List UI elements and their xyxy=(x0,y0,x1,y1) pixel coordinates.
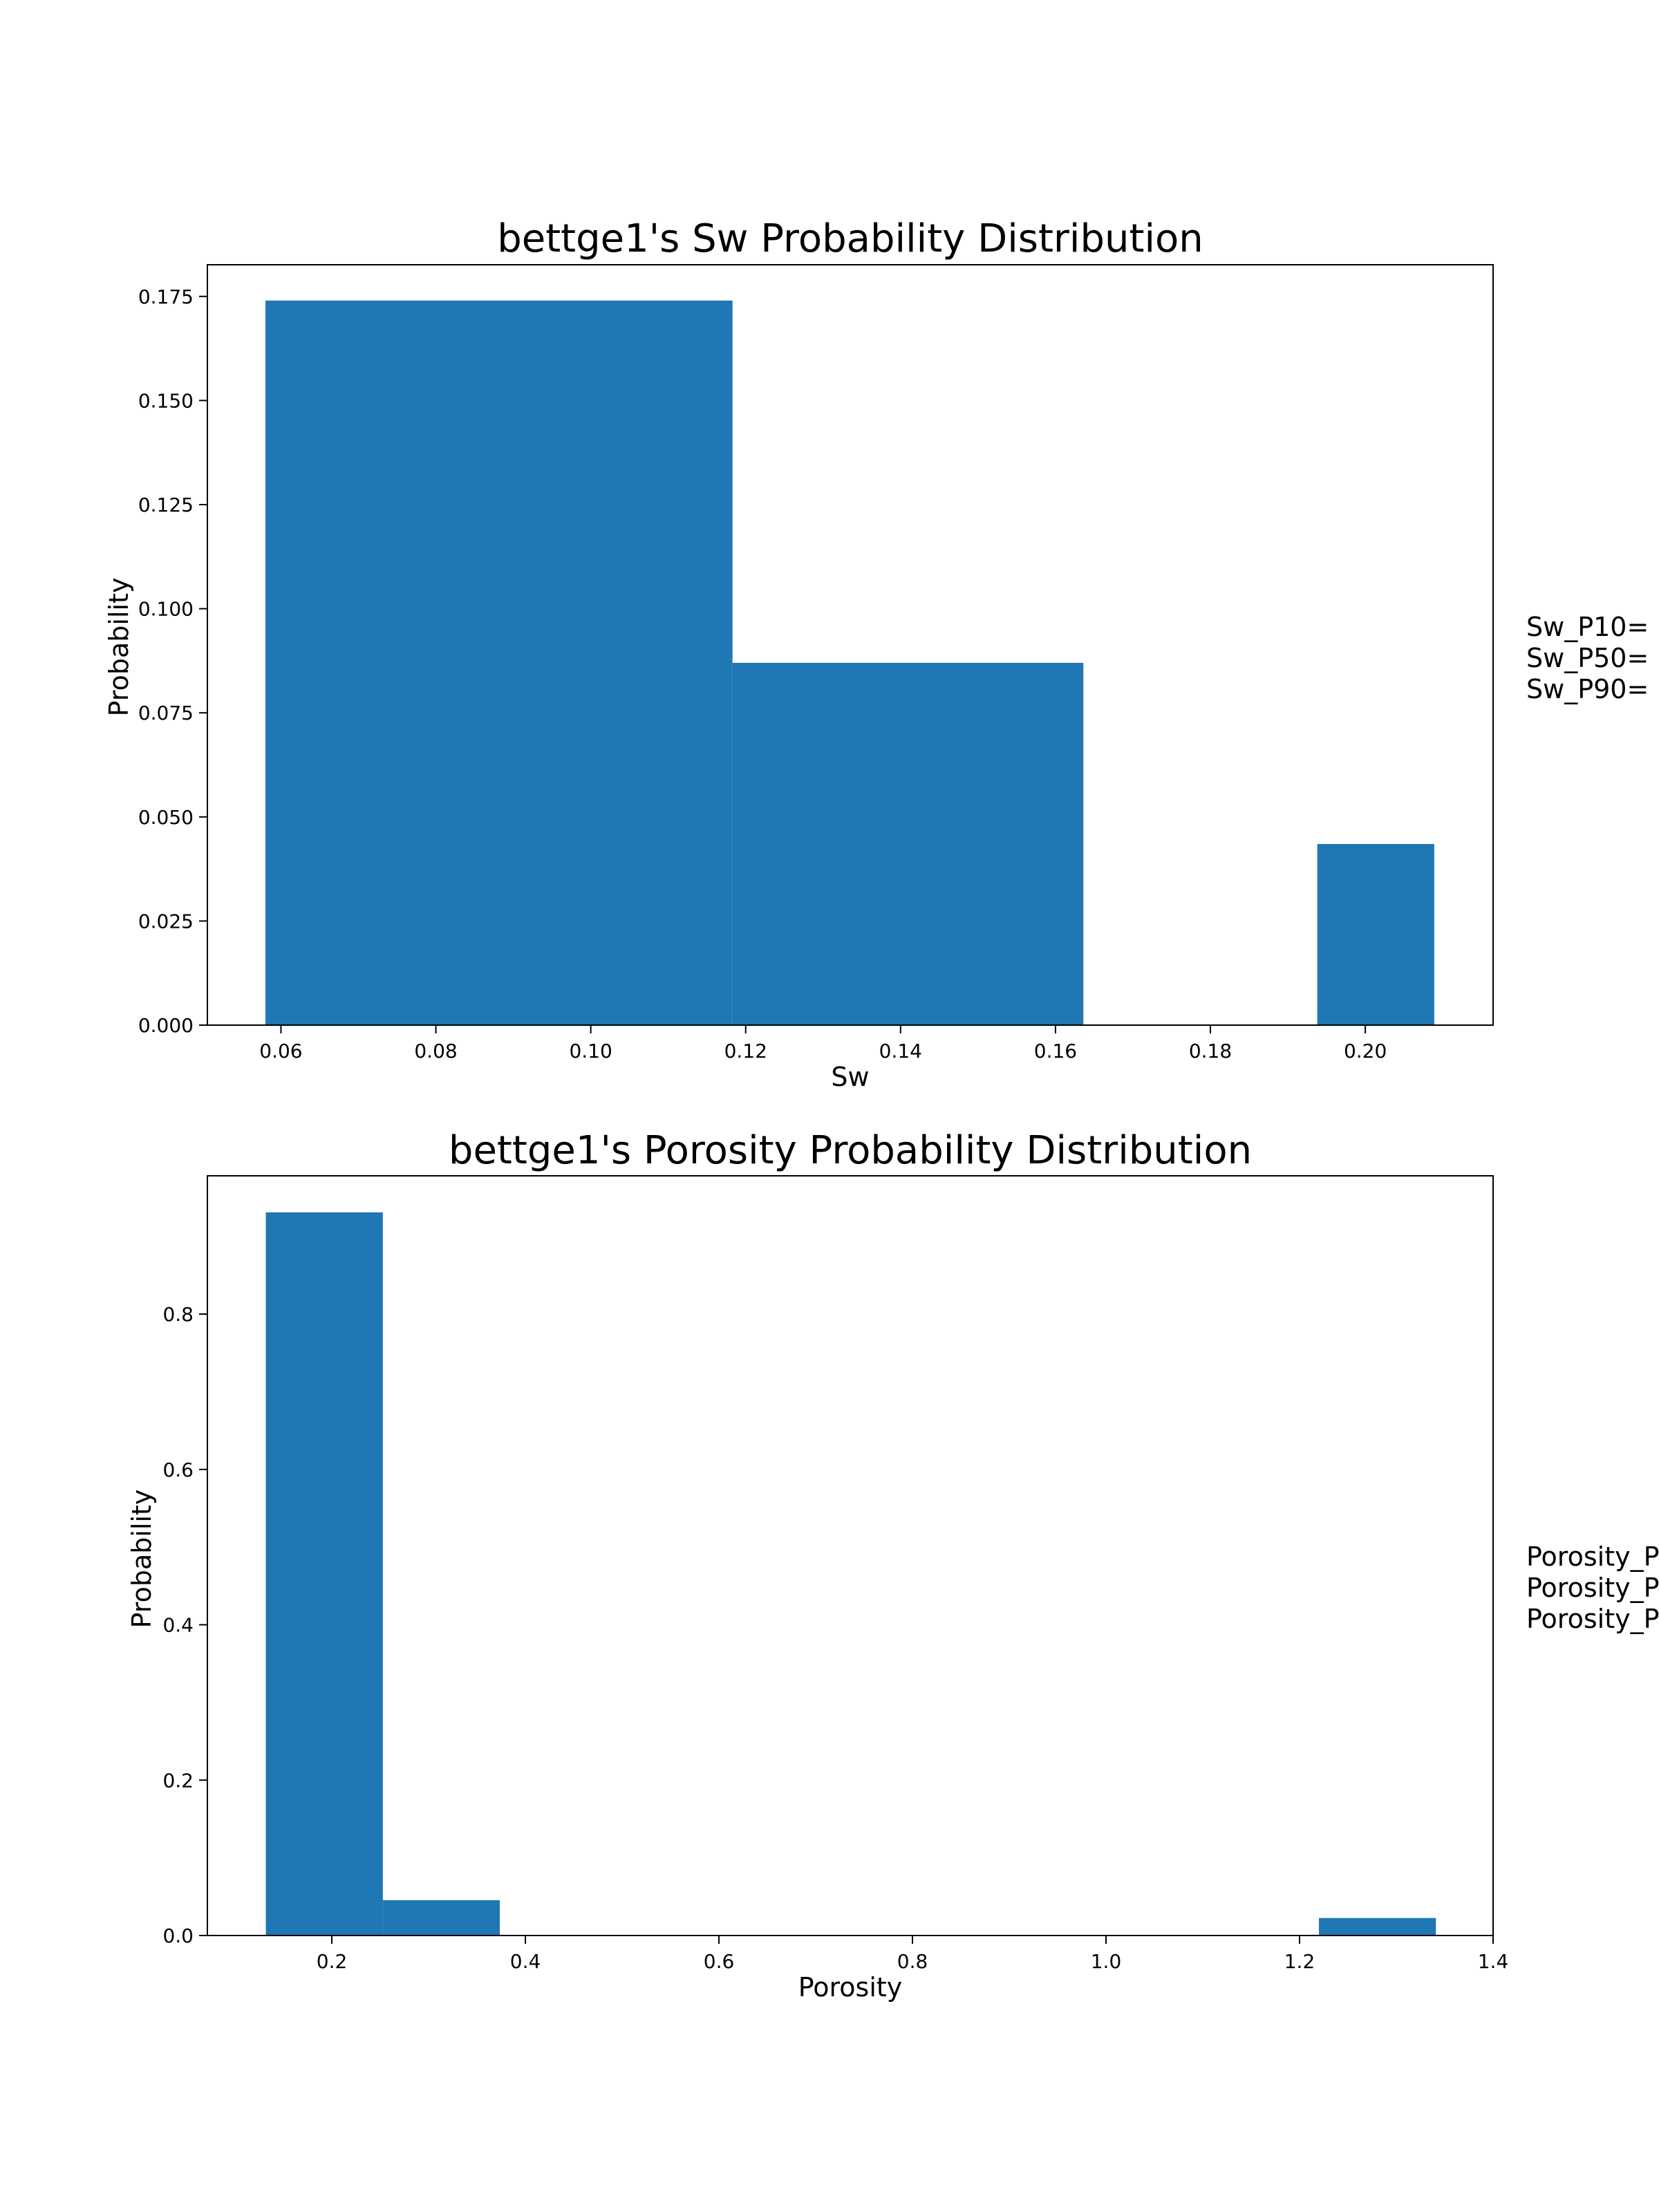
sw-bar-0 xyxy=(265,300,733,1025)
porosity-x-tick-label: 0.2 xyxy=(317,1950,348,1973)
sw-y-tick-label: 0.075 xyxy=(138,702,194,724)
porosity-p10-label: Porosity_P xyxy=(1526,1541,1659,1572)
sw-p10-label: Sw_P10= xyxy=(1526,612,1649,642)
sw-y-tick-label: 0.000 xyxy=(138,1014,194,1037)
sw-y-axis-label: Probability xyxy=(104,578,134,717)
porosity-y-tick-label: 0.8 xyxy=(162,1303,194,1326)
porosity-bar-1 xyxy=(382,1900,500,1936)
porosity-p90-label: Porosity_P xyxy=(1526,1604,1659,1634)
porosity-bar-0 xyxy=(265,1212,383,1936)
porosity-x-tick-label: 1.2 xyxy=(1284,1950,1315,1973)
sw-bar-3 xyxy=(1317,843,1434,1025)
porosity-x-tick-label: 1.4 xyxy=(1478,1950,1509,1973)
porosity-y-tick-label: 0.2 xyxy=(162,1769,194,1792)
porosity-y-tick-label: 0.0 xyxy=(162,1924,194,1947)
sw-y-tick-label: 0.175 xyxy=(138,285,194,308)
porosity-bars xyxy=(265,1212,1436,1936)
porosity-percentile-annotation: Porosity_P Porosity_P Porosity_P xyxy=(1526,1541,1659,1634)
porosity-x-tick-label: 0.6 xyxy=(704,1950,735,1973)
sw-x-ticks: 0.06 0.08 0.10 0.12 0.14 0.16 0.18 0.20 xyxy=(259,1025,1387,1062)
sw-bars xyxy=(265,300,1434,1025)
porosity-chart: bettge1's Porosity Probability Distribut… xyxy=(126,1128,1659,2003)
porosity-x-tick-label: 0.4 xyxy=(510,1950,541,1973)
porosity-x-tick-label: 1.0 xyxy=(1091,1950,1122,1973)
sw-y-tick-label: 0.150 xyxy=(138,389,194,412)
porosity-y-tick-label: 0.4 xyxy=(162,1614,194,1637)
sw-chart: bettge1's Sw Probability Distribution 0.… xyxy=(104,216,1649,1092)
sw-x-tick-label: 0.16 xyxy=(1034,1040,1077,1062)
porosity-x-axis-label: Porosity xyxy=(798,1972,903,2003)
porosity-y-ticks: 0.0 0.2 0.4 0.6 0.8 xyxy=(162,1303,207,1947)
sw-percentile-annotation: Sw_P10= Sw_P50= Sw_P90= xyxy=(1526,612,1649,704)
porosity-p50-label: Porosity_P xyxy=(1526,1573,1659,1603)
porosity-x-tick-label: 0.8 xyxy=(897,1950,928,1973)
porosity-y-tick-label: 0.6 xyxy=(162,1459,194,1481)
porosity-plot-frame xyxy=(207,1175,1494,1936)
sw-x-tick-label: 0.20 xyxy=(1344,1040,1387,1062)
sw-x-axis-label: Sw xyxy=(831,1062,869,1092)
sw-x-tick-label: 0.08 xyxy=(414,1040,457,1062)
sw-x-tick-label: 0.10 xyxy=(569,1040,612,1062)
sw-y-tick-label: 0.025 xyxy=(138,910,194,932)
porosity-bar-3 xyxy=(1319,1918,1436,1936)
porosity-x-ticks: 0.2 0.4 0.6 0.8 1.0 1.2 1.4 xyxy=(317,1936,1508,1973)
sw-y-tick-label: 0.100 xyxy=(138,598,194,621)
sw-x-tick-label: 0.12 xyxy=(724,1040,767,1062)
sw-y-tick-label: 0.050 xyxy=(138,806,194,829)
sw-x-tick-label: 0.18 xyxy=(1189,1040,1232,1062)
sw-chart-title: bettge1's Sw Probability Distribution xyxy=(497,216,1203,261)
sw-y-tick-label: 0.125 xyxy=(138,494,194,516)
sw-p90-label: Sw_P90= xyxy=(1526,674,1649,704)
sw-bar-1 xyxy=(732,662,1084,1025)
sw-x-tick-label: 0.06 xyxy=(259,1040,302,1062)
sw-x-tick-label: 0.14 xyxy=(879,1040,922,1062)
sw-p50-label: Sw_P50= xyxy=(1526,643,1649,673)
porosity-chart-title: bettge1's Porosity Probability Distribut… xyxy=(449,1128,1252,1173)
sw-y-ticks: 0.000 0.025 0.050 0.075 0.100 0.125 0.150 0.175 xyxy=(138,285,207,1037)
porosity-y-axis-label: Probability xyxy=(126,1490,157,1629)
sw-plot-frame xyxy=(207,264,1494,1026)
